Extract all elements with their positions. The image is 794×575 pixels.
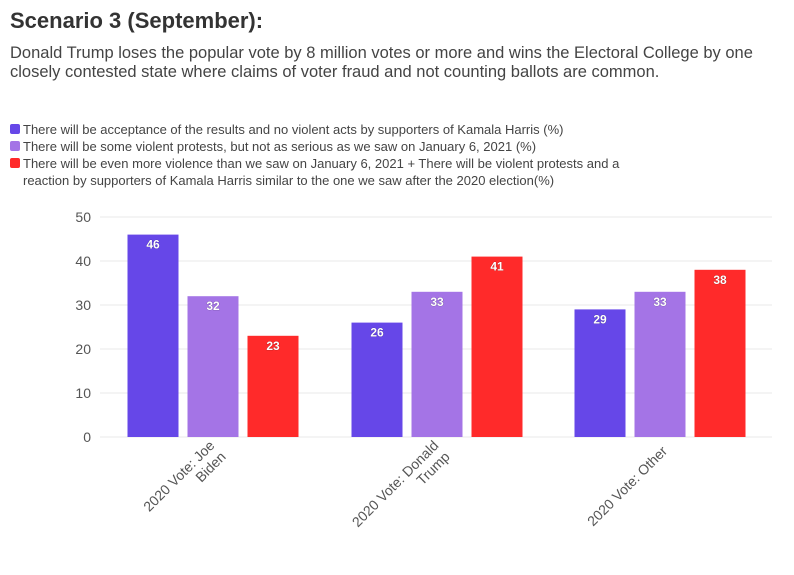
- legend-swatch-acceptance: [10, 124, 20, 134]
- data-label: 23: [266, 339, 280, 353]
- bar[interactable]: [127, 234, 179, 437]
- legend-item-some-violent-protests[interactable]: There will be some violent protests, but…: [10, 138, 770, 155]
- bar[interactable]: [471, 256, 523, 437]
- y-tick-label: 30: [75, 297, 91, 313]
- data-label: 38: [713, 273, 727, 287]
- x-tick-label: 2020 Vote: DonaldTrump: [349, 437, 453, 541]
- legend-label-some-violent-protests: There will be some violent protests, but…: [23, 138, 536, 155]
- chart-title: Scenario 3 (September):: [10, 8, 264, 33]
- legend: There will be acceptance of the results …: [10, 121, 770, 189]
- legend-label-line: There will be some violent protests, but…: [23, 139, 537, 154]
- data-label: 29: [593, 312, 607, 326]
- legend-swatch-some-violent-protests: [10, 141, 20, 151]
- y-tick-label: 40: [75, 253, 91, 269]
- x-tick-label-line: 2020 Vote: Other: [584, 443, 670, 529]
- bar[interactable]: [574, 309, 626, 437]
- y-tick-label: 0: [83, 429, 91, 445]
- legend-item-more-violence[interactable]: There will be even more violence than we…: [10, 155, 770, 189]
- legend-item-acceptance[interactable]: There will be acceptance of the results …: [10, 121, 770, 138]
- legend-label-line: There will be acceptance of the results …: [23, 122, 564, 137]
- data-label: 32: [206, 299, 220, 313]
- y-tick-label: 20: [75, 341, 91, 357]
- y-tick-label: 10: [75, 385, 91, 401]
- legend-swatch-more-violence: [10, 158, 20, 168]
- data-label: 46: [146, 238, 160, 252]
- legend-label-acceptance: There will be acceptance of the results …: [23, 121, 563, 138]
- bar[interactable]: [411, 291, 463, 437]
- bar[interactable]: [187, 296, 239, 437]
- x-tick-label: 2020 Vote: JoeBiden: [140, 437, 229, 526]
- bar[interactable]: [694, 269, 746, 437]
- bar[interactable]: [351, 322, 403, 437]
- legend-label-more-violence: There will be even more violence than we…: [23, 155, 619, 189]
- y-tick-label: 50: [75, 209, 91, 225]
- bar[interactable]: [634, 291, 686, 437]
- data-label: 33: [653, 295, 667, 309]
- x-tick-label: 2020 Vote: Other: [584, 443, 670, 529]
- legend-label-line: There will be even more violence than we…: [23, 156, 620, 171]
- data-label: 33: [430, 295, 444, 309]
- bar[interactable]: [247, 335, 299, 437]
- data-label: 26: [370, 326, 384, 340]
- chart-subtitle: Donald Trump loses the popular vote by 8…: [10, 44, 753, 81]
- data-label: 41: [490, 260, 504, 274]
- legend-label-line: reaction by supporters of Kamala Harris …: [23, 173, 555, 188]
